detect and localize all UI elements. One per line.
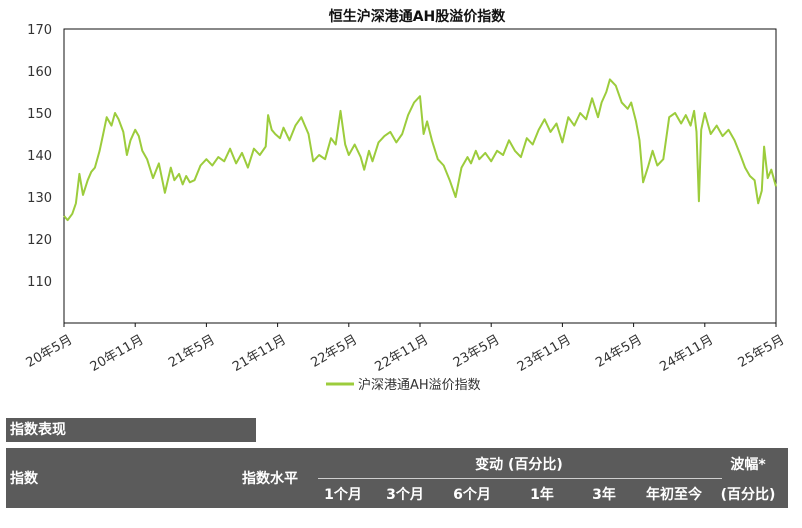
- x-tick-label: 22年5月: [308, 332, 360, 370]
- legend: 沪深港通AH溢价指数: [326, 377, 481, 393]
- header-period: 年初至今: [646, 487, 702, 503]
- chart: 恒生沪深港通AH股溢价指数 110 120 130 140 150 160 170 20年5…: [24, 8, 788, 393]
- x-tick-label: 20年11月: [88, 332, 147, 375]
- y-tick-label: 130: [27, 191, 52, 206]
- x-tick-label: 24年5月: [593, 332, 645, 370]
- y-tick-label: 160: [27, 65, 52, 80]
- header-period: 6个月: [453, 487, 491, 503]
- series-line: [63, 78, 777, 222]
- header-level: 指数水平: [242, 471, 298, 487]
- header-index: 指数: [10, 471, 38, 487]
- x-tick-label: 23年5月: [451, 332, 503, 370]
- chart-title: 恒生沪深港通AH股溢价指数: [329, 8, 507, 25]
- legend-label: 沪深港通AH溢价指数: [358, 377, 481, 393]
- x-tick-label: 20年5月: [24, 332, 76, 370]
- section-title: 指数表现: [6, 418, 256, 442]
- table-header: 指数 指数水平 变动 (百分比) 1个月 3个月 6个月 1年 3年 年初至今 …: [6, 448, 788, 508]
- x-tick-label: 22年11月: [373, 332, 432, 375]
- x-tick-label: 24年11月: [657, 332, 716, 375]
- y-tick-label: 120: [27, 233, 52, 248]
- y-tick-label: 140: [27, 149, 52, 164]
- y-axis: 110 120 130 140 150 160 170: [27, 23, 52, 290]
- plot-area: [63, 28, 777, 324]
- y-tick-label: 110: [27, 275, 52, 290]
- x-tick-label: 23年11月: [515, 332, 574, 375]
- x-axis: 20年5月 20年11月 21年5月 21年11月 22年5月 22年11月 23年5月 23…: [24, 323, 788, 375]
- header-volatility: 波幅*: [730, 457, 766, 473]
- x-tick-label: 21年5月: [166, 332, 218, 370]
- header-period: 3年: [592, 487, 616, 503]
- x-tick-label: 25年5月: [736, 332, 788, 370]
- header-period: 1个月: [324, 487, 362, 503]
- header-period: 1年: [530, 487, 554, 503]
- x-tick-label: 21年11月: [230, 332, 289, 375]
- header-change: 变动 (百分比): [475, 457, 563, 473]
- header-period: 3个月: [386, 487, 424, 503]
- header-divider: [318, 478, 722, 479]
- y-tick-label: 170: [27, 23, 52, 38]
- y-tick-label: 150: [27, 107, 52, 122]
- header-volatility-unit: (百分比): [720, 487, 776, 503]
- series-layer: [63, 78, 777, 222]
